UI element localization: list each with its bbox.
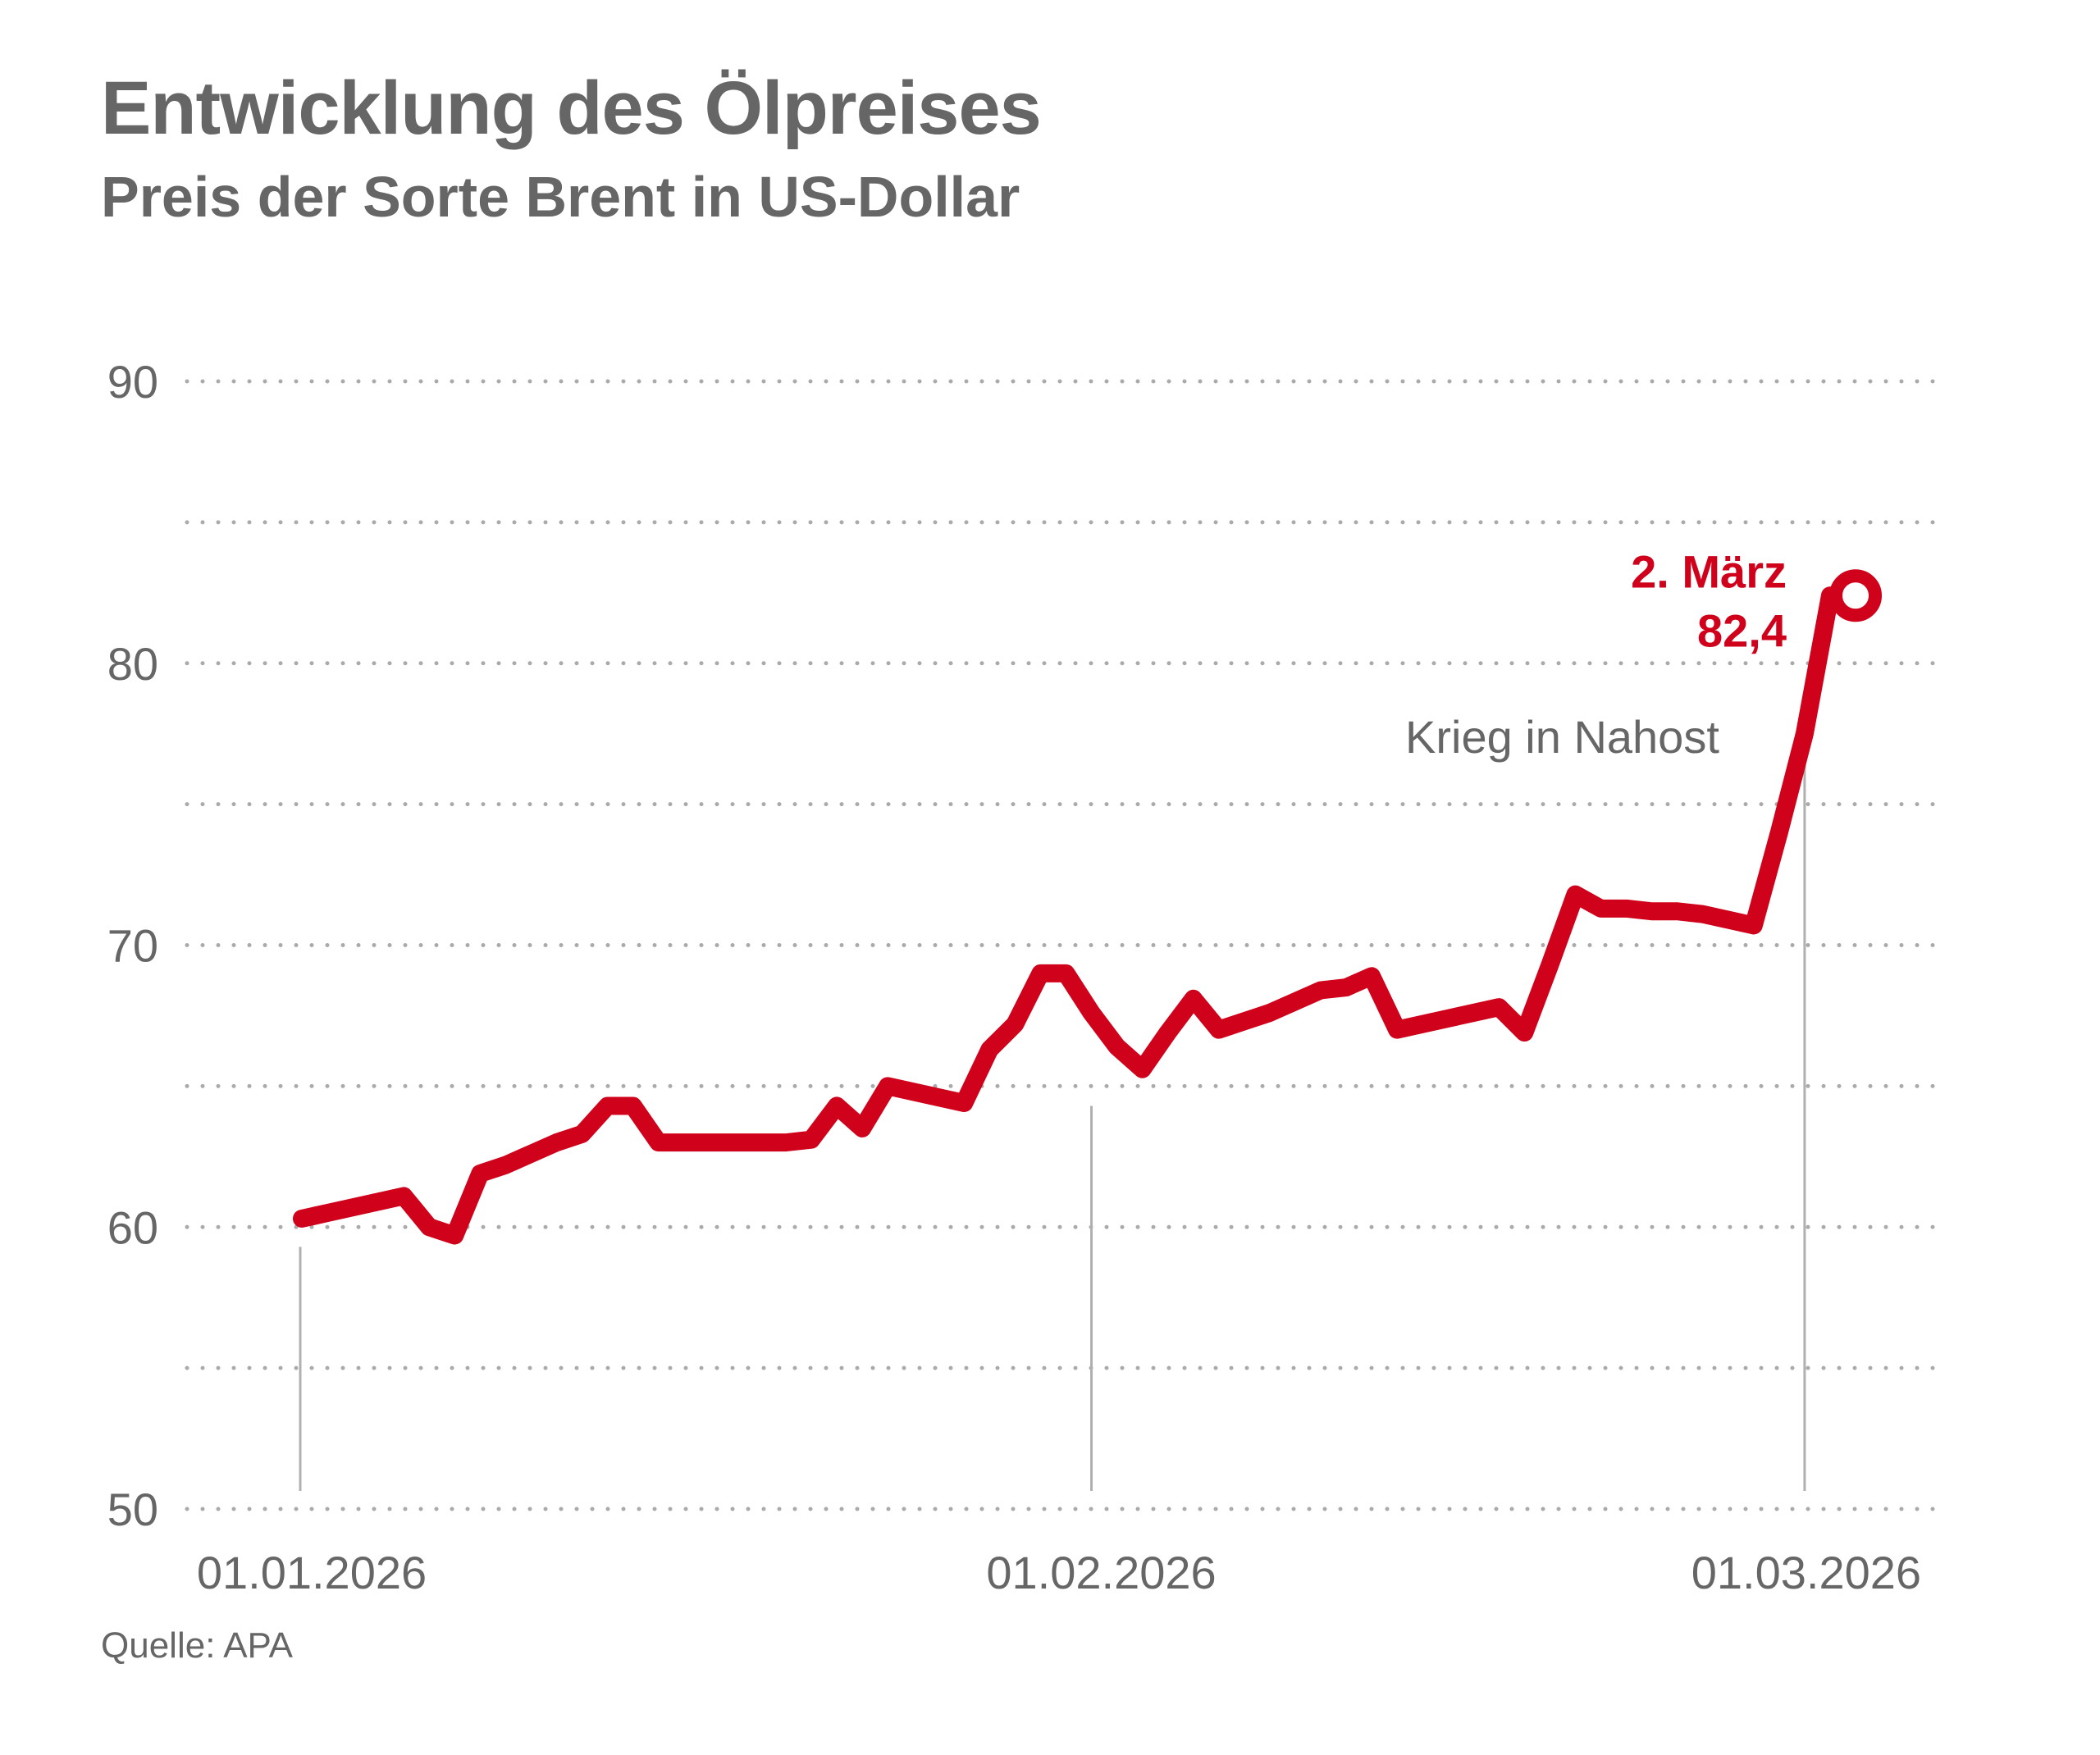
data-point	[683, 1142, 685, 1143]
y-axis-ticks: 50 60 70 80 90	[107, 356, 158, 1535]
data-point	[454, 1235, 455, 1237]
y-tick-label: 90	[107, 356, 158, 408]
reference-lines	[299, 753, 1806, 1491]
highlight-value-label: 82,4	[1697, 604, 1787, 656]
event-label: Krieg in Nahost	[1405, 711, 1719, 763]
data-point	[912, 1091, 914, 1092]
data-point	[1167, 1032, 1169, 1033]
data-point	[326, 1212, 328, 1214]
data-point	[1320, 990, 1322, 991]
data-point	[1218, 1029, 1220, 1031]
data-point	[1244, 1020, 1245, 1022]
data-point	[352, 1206, 354, 1208]
data-point	[504, 1165, 506, 1166]
highlight-date-label: 2. März	[1631, 545, 1787, 597]
data-point	[1753, 924, 1755, 926]
data-point	[1600, 908, 1602, 909]
data-point	[1549, 964, 1550, 966]
highlight-point-marker	[1829, 569, 1882, 622]
x-axis-ticks: 01.01.2026 01.02.2026 01.03.2026	[197, 1547, 1921, 1598]
data-point	[1116, 1046, 1118, 1047]
data-point	[1447, 1018, 1449, 1019]
data-point	[1523, 1032, 1525, 1033]
chart-subtitle: Preis der Sorte Brent in US-Dollar	[101, 165, 1020, 229]
data-point	[658, 1142, 660, 1143]
data-point	[1677, 910, 1678, 912]
x-tick-label: 01.01.2026	[197, 1547, 427, 1598]
data-point	[1065, 973, 1066, 974]
data-point	[582, 1133, 583, 1135]
data-point	[1728, 919, 1729, 921]
x-tick-label: 01.03.2026	[1691, 1547, 1921, 1598]
data-point	[1345, 987, 1347, 988]
y-tick-label: 80	[107, 638, 158, 690]
data-point	[301, 1218, 303, 1219]
data-point	[1472, 1012, 1474, 1014]
data-point	[1651, 910, 1653, 912]
data-point	[1014, 1023, 1016, 1025]
series-layer	[293, 586, 1865, 1245]
data-point	[1294, 1001, 1296, 1002]
data-point	[1778, 832, 1780, 833]
data-point	[1371, 975, 1372, 977]
x-tick-label: 01.02.2026	[986, 1547, 1216, 1598]
data-point	[1498, 1006, 1500, 1008]
data-point	[1396, 1029, 1398, 1031]
series-line-brent	[293, 586, 1865, 1245]
data-point	[607, 1105, 609, 1106]
data-point	[887, 1085, 888, 1087]
data-point	[377, 1201, 379, 1202]
data-point	[938, 1096, 939, 1098]
data-point	[1702, 914, 1704, 915]
data-point	[530, 1153, 532, 1155]
data-point	[1626, 908, 1628, 909]
data-point	[479, 1173, 481, 1174]
data-point	[810, 1139, 812, 1141]
data-point	[963, 1102, 965, 1104]
chart-title: Entwicklung des Ölpreises	[101, 66, 1042, 150]
data-point	[734, 1142, 736, 1143]
data-point	[428, 1226, 430, 1228]
data-point	[760, 1142, 761, 1143]
data-point	[1142, 1069, 1144, 1070]
data-point	[836, 1105, 838, 1106]
data-point	[709, 1142, 710, 1143]
source-note: Quelle: APA	[101, 1625, 293, 1666]
annotations: 2. März 82,4 Krieg in Nahost	[1405, 545, 1882, 763]
data-point	[988, 1049, 990, 1051]
data-point	[861, 1128, 863, 1129]
y-tick-label: 60	[107, 1201, 158, 1253]
data-point	[1422, 1023, 1423, 1025]
y-tick-label: 70	[107, 920, 158, 972]
data-point	[1574, 894, 1576, 896]
data-point	[1804, 733, 1806, 735]
data-point	[785, 1142, 787, 1143]
data-point	[555, 1142, 557, 1143]
data-point	[1193, 998, 1194, 1000]
gridlines	[185, 379, 1947, 1511]
data-point	[403, 1195, 404, 1197]
data-point	[1269, 1012, 1271, 1014]
data-point	[1039, 973, 1041, 974]
y-tick-label: 50	[107, 1484, 158, 1535]
data-point	[632, 1105, 634, 1106]
data-point	[1091, 1012, 1093, 1014]
